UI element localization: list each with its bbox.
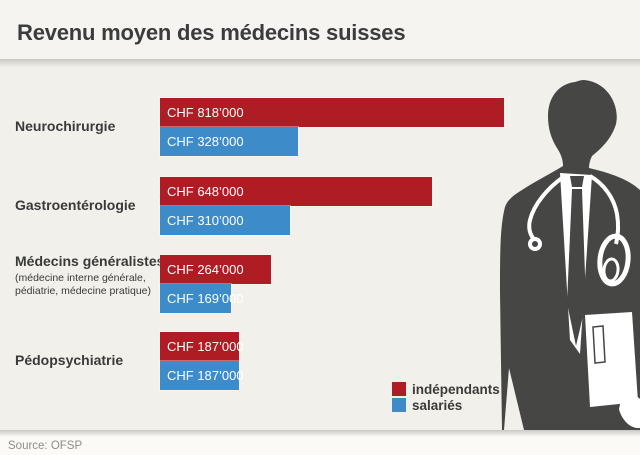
category-label: Médecins généralistes (médecine interne … bbox=[15, 253, 165, 299]
bar-salaries: CHF 310’000 bbox=[160, 206, 290, 235]
bar-value-label: CHF 187’000 bbox=[167, 368, 244, 383]
bar-salaries: CHF 187’000 bbox=[160, 361, 244, 390]
bar-salaries: CHF 328’000 bbox=[160, 127, 298, 156]
bar-value-label: CHF 818’000 bbox=[167, 105, 244, 120]
legend-swatch-red bbox=[392, 382, 406, 396]
category-name: Médecins généralistes bbox=[15, 253, 165, 269]
category-label: Gastroentérologie bbox=[15, 197, 161, 213]
bar-salaries: CHF 169’000 bbox=[160, 284, 244, 313]
legend-item-independants: indépendants bbox=[392, 381, 500, 397]
bar-group-neurochirurgie: Neurochirurgie CHF 818’000 CHF 328’000 bbox=[0, 98, 640, 156]
bar-value-label: CHF 264’000 bbox=[167, 262, 244, 277]
category-label: Neurochirurgie bbox=[15, 118, 161, 134]
legend-label: salariés bbox=[412, 397, 463, 413]
bar-value-label: CHF 328’000 bbox=[167, 134, 244, 149]
footer: Source: OFSP bbox=[0, 430, 640, 455]
bar-value-label: CHF 169’000 bbox=[167, 291, 244, 306]
category-label: Pédopsychiatrie bbox=[15, 352, 161, 368]
bar-group-gastroenterologie: Gastroentérologie CHF 648’000 CHF 310’00… bbox=[0, 177, 640, 235]
bar-group-pedopsychiatrie: Pédopsychiatrie CHF 187’000 CHF 187’000 bbox=[0, 332, 640, 390]
source-label: Source: OFSP bbox=[8, 440, 83, 452]
bar-independants: CHF 264’000 bbox=[160, 255, 271, 284]
bar-independants: CHF 187’000 bbox=[160, 332, 244, 361]
category-name: Pédopsychiatrie bbox=[15, 352, 124, 368]
legend-item-salaries: salariés bbox=[392, 397, 500, 413]
legend-swatch-blue bbox=[392, 398, 406, 412]
bar-value-label: CHF 648’000 bbox=[167, 184, 244, 199]
legend: indépendants salariés bbox=[392, 382, 500, 414]
bar-group-medecins-generalistes: Médecins généralistes (médecine interne … bbox=[0, 253, 640, 313]
bar-value-label: CHF 187’000 bbox=[167, 339, 244, 354]
bar-value-label: CHF 310’000 bbox=[167, 213, 244, 228]
page-title: Revenu moyen des médecins suisses bbox=[17, 20, 406, 45]
bar-independants: CHF 818’000 bbox=[160, 98, 504, 127]
header: Revenu moyen des médecins suisses bbox=[0, 0, 640, 67]
category-subtitle: (médecine interne générale, pédiatrie, m… bbox=[15, 272, 151, 298]
legend-label: indépendants bbox=[412, 381, 500, 397]
doctor-silhouette-icon bbox=[500, 80, 640, 430]
category-name: Gastroentérologie bbox=[15, 197, 136, 213]
bar-independants: CHF 648’000 bbox=[160, 177, 432, 206]
category-name: Neurochirurgie bbox=[15, 118, 116, 134]
